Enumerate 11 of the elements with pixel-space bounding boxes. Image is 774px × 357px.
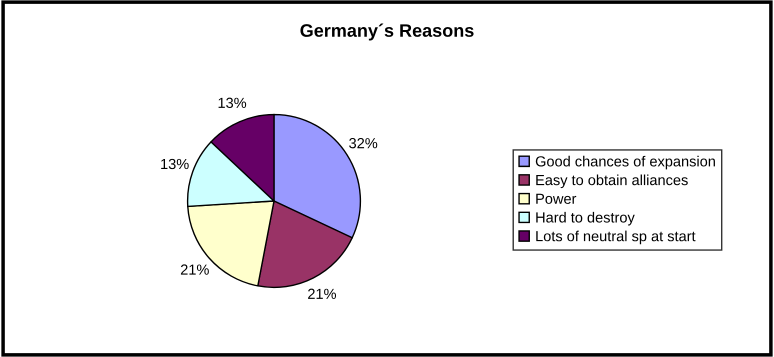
legend-label: Good chances of expansion bbox=[536, 156, 715, 170]
legend-label: Hard to destroy bbox=[536, 212, 635, 226]
chart-title: Germany´s Reasons bbox=[300, 24, 474, 40]
data-label: 32% bbox=[349, 138, 378, 148]
legend-label: Easy to obtain alliances bbox=[536, 174, 688, 188]
legend-label: Lots of neutral sp at start bbox=[536, 230, 696, 244]
data-label: 13% bbox=[161, 158, 189, 170]
data-label: 13% bbox=[218, 98, 246, 108]
legend-label: Power bbox=[536, 194, 576, 204]
data-label: 21% bbox=[180, 264, 209, 275]
data-label: 21% bbox=[308, 288, 336, 299]
